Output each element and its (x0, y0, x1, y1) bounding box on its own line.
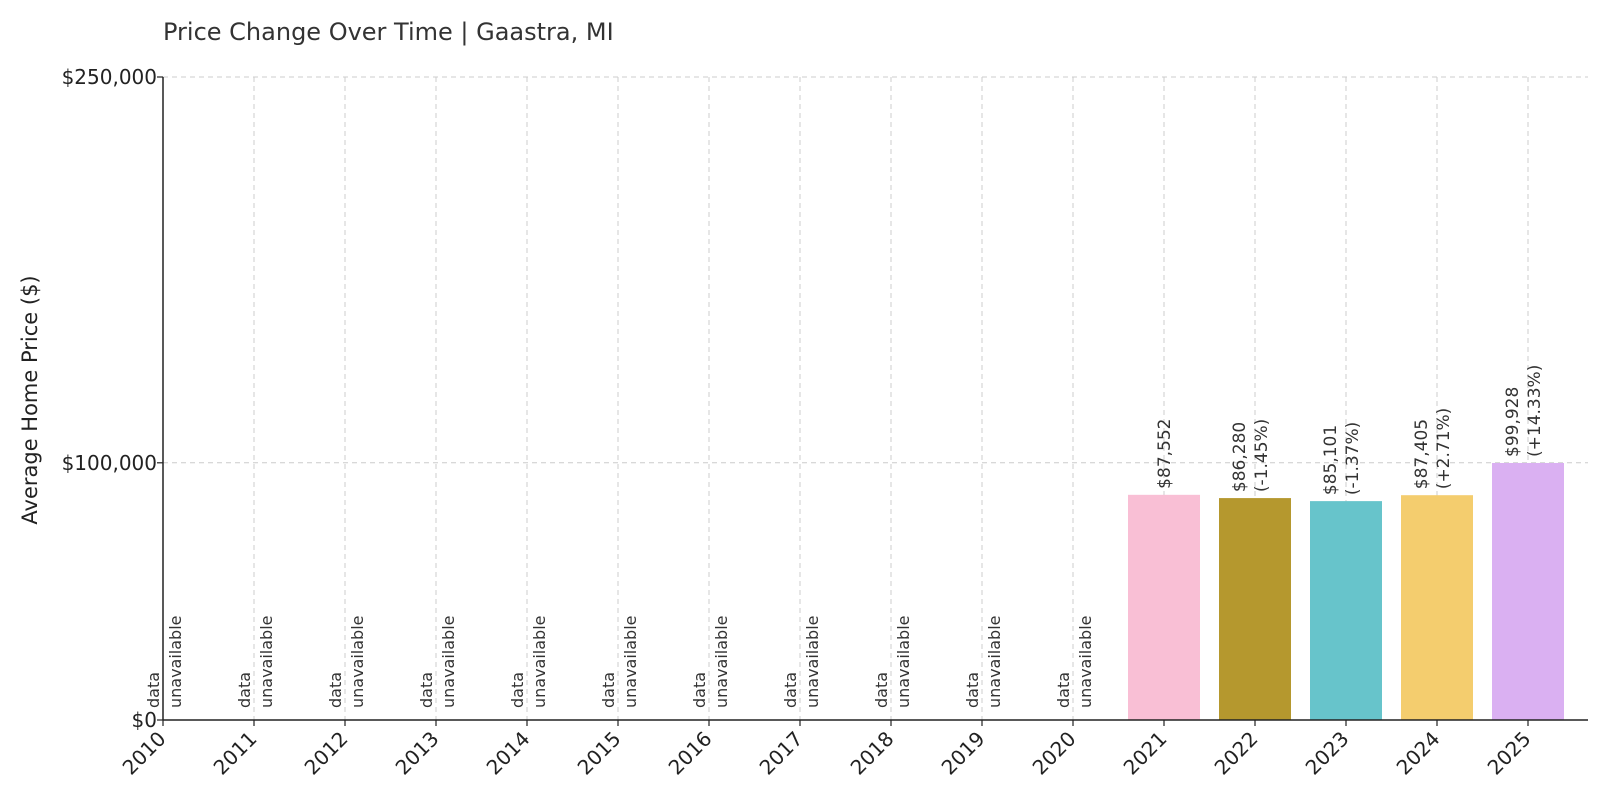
bar-value-label: $86,280 (-1.45%) (1230, 419, 1272, 492)
y-axis-label: Average Home Price ($) (18, 275, 42, 524)
data-unavailable-line1: data (690, 672, 709, 708)
x-tick-label: 2023 (1301, 727, 1354, 780)
bar-value-label: $99,928 (+14.33%) (1503, 365, 1545, 457)
data-unavailable-label: data unavailable (417, 616, 458, 709)
data-unavailable-line1: data (326, 672, 345, 708)
data-unavailable-label: data unavailable (144, 616, 185, 709)
bar-2024 (1401, 495, 1473, 720)
data-unavailable-line1: data (235, 672, 254, 708)
x-tick-label: 2012 (300, 727, 353, 780)
data-unavailable-line1: data (963, 672, 982, 708)
data-unavailable-label: data unavailable (508, 616, 549, 709)
data-unavailable-label: data unavailable (599, 616, 640, 709)
x-tick-label: 2018 (846, 727, 899, 780)
data-unavailable-line2: unavailable (348, 616, 367, 709)
x-tick-label: 2013 (391, 727, 444, 780)
data-unavailable-label: data unavailable (326, 616, 367, 709)
bar-2021 (1128, 494, 1200, 720)
data-unavailable-line2: unavailable (530, 616, 549, 709)
data-unavailable-label: data unavailable (963, 616, 1004, 709)
bar-change-text: (-1.45%) (1252, 419, 1272, 492)
data-unavailable-label: data unavailable (235, 616, 276, 709)
data-unavailable-line2: unavailable (166, 616, 185, 709)
x-tick-label: 2020 (1028, 727, 1081, 780)
bar-change-text: (-1.37%) (1343, 422, 1363, 495)
data-unavailable-line2: unavailable (621, 616, 640, 709)
x-tick-label: 2016 (664, 727, 717, 780)
data-unavailable-line2: unavailable (894, 616, 913, 709)
data-unavailable-line2: unavailable (1076, 616, 1095, 709)
data-unavailable-line1: data (872, 672, 891, 708)
data-unavailable-label: data unavailable (872, 616, 913, 709)
data-unavailable-label: data unavailable (781, 616, 822, 709)
bar-labels: data unavailable data unavailable data unavai… (144, 365, 1545, 708)
data-unavailable-line1: data (508, 672, 527, 708)
data-unavailable-line2: unavailable (803, 616, 822, 709)
x-tick-label: 2017 (755, 727, 808, 780)
bar-value-text: $99,928 (1503, 387, 1523, 457)
bar-value-text: $87,552 (1155, 419, 1175, 489)
data-unavailable-label: data unavailable (1054, 616, 1095, 709)
x-tick-label: 2014 (482, 727, 535, 780)
data-unavailable-line1: data (781, 672, 800, 708)
chart-title: Price Change Over Time | Gaastra, MI (163, 18, 614, 46)
x-tick-label: 2011 (209, 727, 262, 780)
bar-2023 (1310, 501, 1382, 720)
bars (1128, 462, 1564, 720)
bar-value-label: $87,405 (+2.71%) (1412, 408, 1454, 490)
bar-value-label: $85,101 (-1.37%) (1321, 422, 1363, 495)
x-tick-label: 2019 (937, 727, 990, 780)
data-unavailable-label: data unavailable (690, 616, 731, 709)
data-unavailable-line1: data (1054, 672, 1073, 708)
y-tick-label: $0 (132, 708, 157, 732)
x-tick-label: 2024 (1392, 727, 1445, 780)
bar-value-text: $85,101 (1321, 425, 1341, 495)
data-unavailable-line1: data (144, 672, 163, 708)
bar-value-text: $86,280 (1230, 422, 1250, 492)
x-tick-label: 2010 (118, 727, 171, 780)
bar-2025 (1492, 462, 1564, 720)
x-tick-label: 2022 (1210, 727, 1263, 780)
bar-2022 (1219, 498, 1291, 720)
data-unavailable-line1: data (599, 672, 618, 708)
bar-change-text: (+14.33%) (1525, 365, 1545, 457)
x-tick-label: 2021 (1119, 727, 1172, 780)
x-tick-label: 2015 (573, 727, 626, 780)
bar-value-text: $87,405 (1412, 419, 1432, 489)
data-unavailable-line2: unavailable (712, 616, 731, 709)
data-unavailable-line2: unavailable (985, 616, 1004, 709)
data-unavailable-line2: unavailable (439, 616, 458, 709)
y-tick-label: $100,000 (62, 451, 157, 475)
data-unavailable-line2: unavailable (257, 616, 276, 709)
y-tick-label: $250,000 (62, 65, 157, 89)
data-unavailable-line1: data (417, 672, 436, 708)
x-tick-label: 2025 (1483, 727, 1536, 780)
bar-value-label: $87,552 (1155, 419, 1175, 489)
bar-change-text: (+2.71%) (1434, 408, 1454, 490)
